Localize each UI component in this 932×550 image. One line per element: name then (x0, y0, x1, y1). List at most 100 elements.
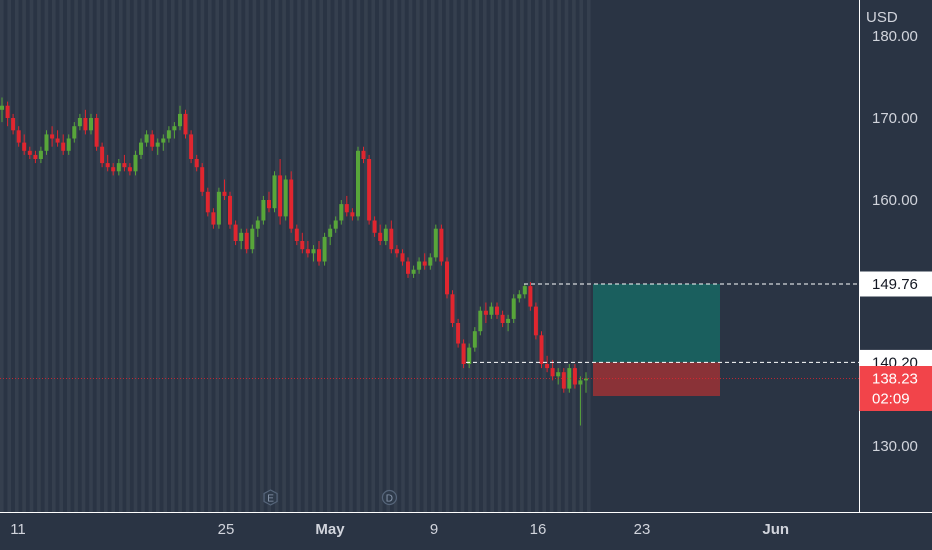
session-stripe (356, 0, 361, 512)
long-position-tool[interactable] (0, 283, 860, 396)
target-price-tag-box (859, 271, 932, 297)
candle-body (11, 118, 16, 131)
candle-body (400, 253, 405, 262)
candle (155, 138, 160, 155)
earnings-icon[interactable] (263, 489, 278, 506)
time-tick-label: 25 (218, 521, 235, 538)
session-stripe (170, 0, 175, 512)
session-stripe (200, 0, 205, 512)
candle-body (511, 298, 516, 319)
candle-body (305, 249, 310, 254)
candle (127, 163, 132, 176)
candle (33, 150, 38, 164)
time-tick-label: May (315, 521, 345, 538)
candle-body (255, 220, 260, 229)
session-stripe (289, 0, 294, 512)
event-marker-d[interactable]: D (381, 489, 398, 506)
candle-body (272, 175, 277, 209)
session-stripe (334, 0, 338, 512)
candle-body (189, 134, 194, 159)
session-stripe (490, 0, 494, 512)
candle (528, 282, 533, 311)
session-stripes (0, 0, 591, 512)
candle (22, 134, 27, 155)
candle-body (483, 310, 488, 315)
session-stripe (66, 0, 71, 512)
candle (211, 208, 216, 229)
session-stripe (572, 0, 576, 512)
event-marker-e[interactable]: E (263, 489, 278, 506)
session-stripe (148, 0, 153, 512)
candle-body (89, 118, 93, 131)
session-stripe (126, 0, 130, 512)
candle-body (428, 257, 433, 266)
candle (533, 302, 538, 340)
candle-body (267, 200, 271, 209)
candle-body (517, 294, 522, 299)
target-price-tag-text: 149.76 (872, 276, 918, 293)
profit-zone[interactable] (593, 284, 720, 363)
candle-body (545, 364, 550, 369)
session-stripe (512, 0, 517, 512)
candle (27, 146, 32, 159)
candle-body (406, 261, 410, 274)
candle-body (378, 232, 383, 241)
session-stripe (29, 0, 34, 512)
session-stripe (215, 0, 220, 512)
session-stripe (14, 0, 19, 512)
candle-body (178, 113, 182, 127)
candle (233, 220, 238, 246)
candle-body (16, 130, 21, 143)
candle-body (472, 331, 477, 348)
candle (456, 318, 461, 348)
candle-body (150, 134, 155, 147)
session-stripe (326, 0, 331, 512)
candle (0, 97, 4, 123)
price-tick-label: 170.00 (872, 110, 918, 127)
candle (283, 175, 288, 221)
candle (517, 290, 522, 303)
session-stripe (44, 0, 49, 512)
candle-body (166, 130, 171, 139)
candle (11, 113, 16, 135)
session-stripe (475, 0, 480, 512)
candle-body (222, 191, 227, 196)
session-stripe (416, 0, 420, 512)
candle-body (50, 134, 55, 139)
candle-body (539, 335, 544, 364)
candle (161, 134, 166, 151)
candle (16, 126, 21, 147)
session-stripe (267, 0, 272, 512)
candle-body (83, 118, 88, 131)
loss-zone[interactable] (593, 362, 720, 396)
session-stripe (364, 0, 368, 512)
session-stripe (81, 0, 86, 512)
candle-body (500, 314, 505, 323)
session-stripe (89, 0, 93, 512)
candle-body (55, 138, 60, 143)
candle (50, 126, 55, 147)
candle-body (105, 163, 110, 168)
session-stripe (282, 0, 286, 512)
session-stripe (378, 0, 383, 512)
candle-body (311, 249, 316, 254)
candle-body (550, 368, 555, 377)
time-tick-label: Jun (762, 521, 789, 538)
candle (55, 130, 60, 147)
candle (461, 339, 466, 369)
candle (539, 331, 544, 369)
candle (433, 224, 438, 262)
time-axis-ticks[interactable]: 11 25 May 9 16 23 Jun (10, 521, 789, 538)
session-stripe (22, 0, 26, 512)
dividend-icon[interactable] (381, 489, 398, 506)
candle (483, 302, 488, 323)
last-price-tag-text: 138.23 (872, 371, 918, 388)
last-price-tag-text: 02:09 (872, 391, 910, 408)
candle (189, 130, 194, 164)
candle (100, 142, 105, 168)
candle (89, 113, 93, 135)
candle (467, 343, 472, 369)
